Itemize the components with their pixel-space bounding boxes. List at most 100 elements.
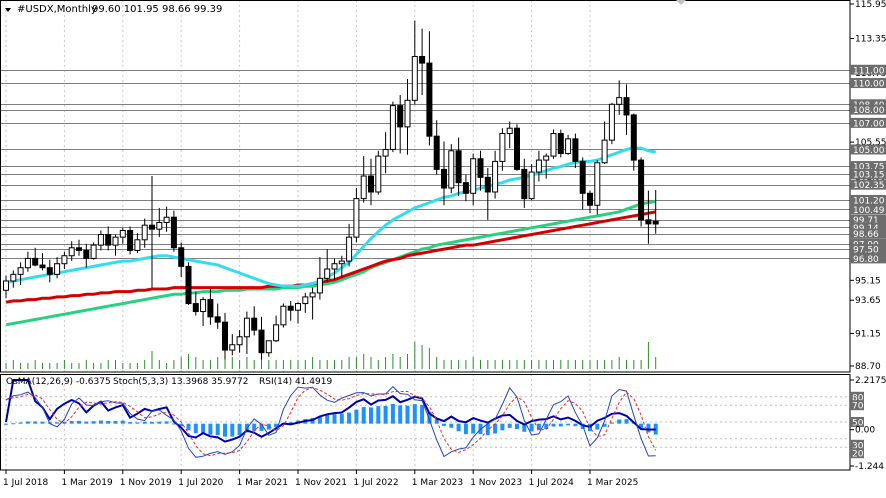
price-level-box [850,144,886,155]
candles [3,20,659,360]
osma-bar [405,405,410,424]
candle-body [149,224,155,230]
price-level-label: 103.15 [853,171,885,181]
candle-body [397,105,404,128]
candle-body [163,216,170,224]
candle-body [39,264,46,269]
candle-body [192,303,199,313]
x-tick-label: 1 Nov 2021 [295,478,347,488]
candle-body [550,133,557,157]
osma-bar [237,423,242,436]
x-tick-label: 1 Mar 2025 [587,478,638,488]
candle-body [17,267,24,275]
osma-bar [186,423,191,431]
y-tick-label: 88.70 [855,362,881,372]
osma-bar [536,423,541,431]
osma-bar [463,423,468,435]
candle-body [214,316,221,323]
osma-bar [376,406,381,424]
x-tick-label: 1 Nov 2019 [120,478,172,488]
candle-body [587,192,593,206]
osma-bar [252,423,257,431]
candle-body [309,292,316,298]
candle-body [61,255,68,265]
price-level-box [850,244,886,255]
price-level-label: 110.00 [853,80,885,90]
price-level-box [850,179,886,190]
shift-marker-icon[interactable] [676,0,686,5]
candle-body [127,229,134,251]
osma-bar [150,421,154,424]
ind-level-label: 70 [852,402,864,412]
osma-bar [230,423,235,437]
candle-body [251,317,258,331]
candle-body [426,62,433,137]
osma-bar [609,422,614,424]
osma-bar [98,420,103,424]
osma-bar [332,414,337,424]
osma-bar [91,421,96,424]
ind-y-label: 2.2175 [855,376,886,386]
price-level-box [850,78,886,89]
candle-body [287,305,294,311]
candle-body [470,158,477,194]
osma-bar [25,421,30,424]
candle-body [477,158,484,178]
candle-body [229,344,236,351]
rsi-label: RSI(14) 41.4919 [259,377,332,387]
candle-body [441,168,447,189]
candle-body [32,257,39,266]
osma-bar [412,404,417,424]
osma-bar [201,423,206,434]
candle-body [10,273,17,282]
candle-body [579,160,586,194]
candle-body [543,155,550,161]
osma-bar [493,423,498,434]
candle-body [433,135,440,170]
x-tick-label: 1 Mar 2019 [61,478,113,488]
candle-body [404,99,411,128]
osma-bar [456,423,461,432]
candle-body [630,114,637,161]
ma-cyan-line [5,146,656,288]
candle-body [514,127,520,170]
axes: 1 Jul 2018 1 Mar 2019 1 Nov 2019 1 Jul 2020… [0,0,886,488]
osma-bar [617,419,622,424]
price-level-label: 98.66 [853,230,879,240]
candle-body [185,265,192,305]
osma-bar [515,423,519,430]
osma-bar [193,423,198,434]
price-level-box [850,214,886,225]
price-level-label: 96.80 [853,255,879,265]
osma-bar [639,423,644,429]
price-level-box [850,228,886,239]
osma-bar [558,423,563,427]
candle-body [535,159,542,173]
osma-bar [347,412,352,424]
candle-body [594,162,601,206]
candle-body [265,340,272,354]
osma-bar [339,413,344,424]
candle-body [346,236,353,262]
price-level-box [850,99,886,110]
candle-body [375,155,382,193]
candle-body [338,260,345,265]
ind-level-label: 20 [852,450,864,460]
price-level-box [850,64,886,75]
osma-bar [485,423,490,436]
price-level-label: 102.35 [853,181,885,191]
osma-bar [449,423,454,428]
x-tick-label: 1 Jul 2020 [178,478,223,488]
candle-body [492,160,499,193]
candle-body [557,133,564,154]
candle-body [528,171,535,200]
candle-body [24,257,31,269]
osma-bar [398,405,403,424]
osma-bar [522,423,527,432]
osma-bar [113,420,118,424]
candle-body [382,148,389,157]
price-level-box [850,194,886,205]
osma-bar [18,422,23,424]
osma-bar [259,423,264,431]
